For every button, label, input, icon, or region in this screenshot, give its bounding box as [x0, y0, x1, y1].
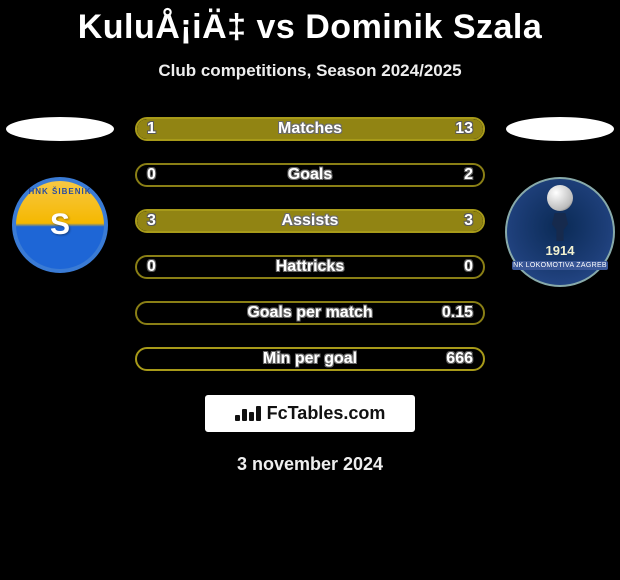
- left-team-column: HNK ŠIBENIK S: [0, 117, 120, 273]
- ball-icon: [547, 185, 573, 211]
- comparison-area: HNK ŠIBENIK S 1914 NK LOKOMOTIVA ZAGREB …: [0, 117, 620, 371]
- stat-bar: 0Hattricks0: [135, 255, 485, 279]
- stat-bar: Goals per match0.15: [135, 301, 485, 325]
- stat-value-right: 2: [464, 166, 473, 184]
- stat-label: Goals: [137, 166, 483, 184]
- stat-label: Hattricks: [137, 258, 483, 276]
- left-crest-label: HNK ŠIBENIK: [16, 187, 104, 196]
- trophy-icon: [551, 213, 569, 241]
- stat-label: Assists: [137, 212, 483, 230]
- brand-logo-icon: [235, 406, 261, 421]
- right-crest-year: 1914: [546, 243, 575, 258]
- stat-bar: 0Goals2: [135, 163, 485, 187]
- left-team-crest: HNK ŠIBENIK S: [12, 177, 108, 273]
- brand-badge: FcTables.com: [205, 395, 415, 432]
- stat-bar: 1Matches13: [135, 117, 485, 141]
- brand-text: FcTables.com: [267, 403, 386, 424]
- stat-value-right: 0: [464, 258, 473, 276]
- stat-bar: 3Assists3: [135, 209, 485, 233]
- left-crest-letter: S: [50, 208, 70, 242]
- page-title: KuluÅ¡iÄ‡ vs Dominik Szala: [0, 0, 620, 47]
- right-team-crest: 1914 NK LOKOMOTIVA ZAGREB: [505, 177, 615, 287]
- stat-label: Matches: [137, 120, 483, 138]
- date-text: 3 november 2024: [0, 454, 620, 475]
- right-crest-ribbon: NK LOKOMOTIVA ZAGREB: [512, 261, 608, 270]
- right-team-column: 1914 NK LOKOMOTIVA ZAGREB: [500, 117, 620, 287]
- stat-label: Goals per match: [137, 304, 483, 322]
- stat-value-right: 666: [446, 350, 473, 368]
- stat-bars: 1Matches130Goals23Assists30Hattricks0Goa…: [135, 117, 485, 371]
- stat-label: Min per goal: [137, 350, 483, 368]
- right-team-oval: [506, 117, 614, 141]
- subtitle: Club competitions, Season 2024/2025: [0, 61, 620, 81]
- stat-bar: Min per goal666: [135, 347, 485, 371]
- stat-value-right: 0.15: [442, 304, 473, 322]
- stat-value-right: 13: [455, 120, 473, 138]
- stat-value-right: 3: [464, 212, 473, 230]
- left-team-oval: [6, 117, 114, 141]
